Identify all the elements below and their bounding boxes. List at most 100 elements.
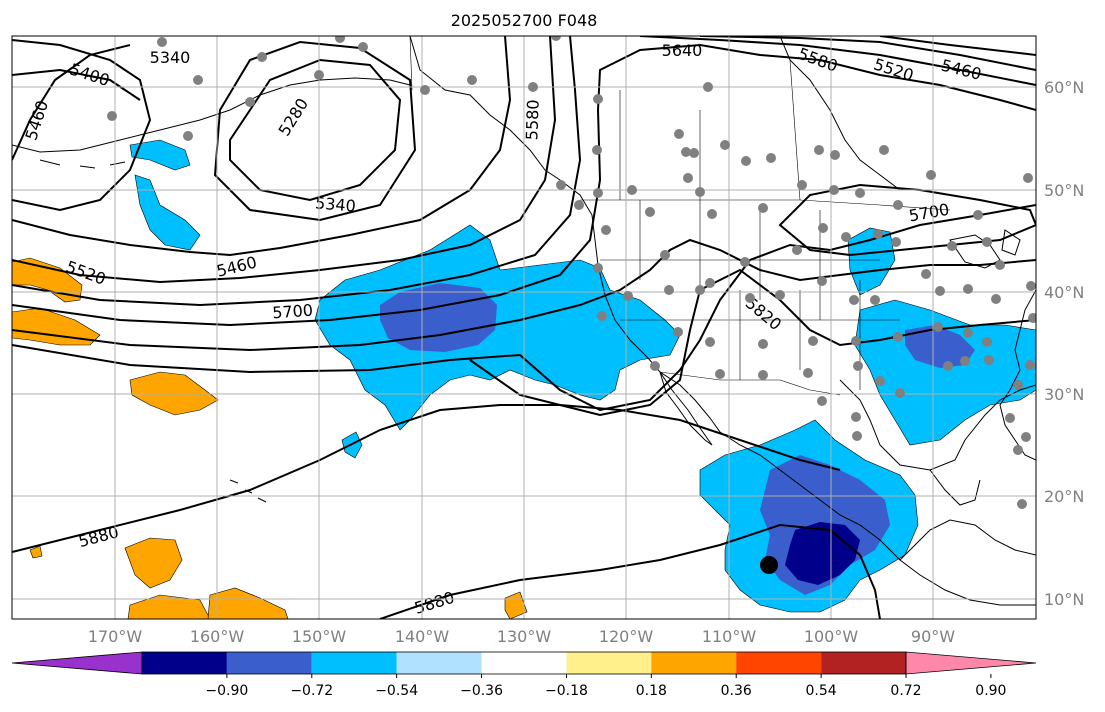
contour-label: 5580 xyxy=(522,99,542,140)
anomaly-positive-south-2 xyxy=(127,594,211,619)
station-dot xyxy=(660,250,670,260)
station-dot xyxy=(921,269,931,279)
station-dot xyxy=(650,361,660,371)
station-dot xyxy=(803,368,813,378)
station-dot xyxy=(705,337,715,347)
station-dot xyxy=(849,295,859,305)
station-dot xyxy=(597,311,607,321)
border-canada-provinces xyxy=(619,59,801,201)
lon-label: 90°W xyxy=(911,627,955,646)
station-dot xyxy=(943,361,953,371)
station-dot xyxy=(556,180,566,190)
station-dot xyxy=(664,285,674,295)
colorbar-segment xyxy=(566,652,652,674)
contour-north-east xyxy=(639,36,1036,86)
station-dot xyxy=(157,37,167,47)
contour-5880-lower xyxy=(379,523,881,619)
anomaly-positive-west-2 xyxy=(12,307,101,346)
station-dot xyxy=(245,97,255,107)
station-dot xyxy=(707,209,717,219)
height-contours xyxy=(12,36,1036,619)
plot-title: 2025052700 F048 xyxy=(451,11,598,30)
station-dot xyxy=(1005,413,1015,423)
station-dot xyxy=(758,203,768,213)
coast-east-us xyxy=(999,289,1036,461)
station-dot xyxy=(705,278,715,288)
station-dot xyxy=(817,276,827,286)
border-us-mexico xyxy=(659,371,841,396)
colorbar-segment xyxy=(396,652,482,674)
contour-5640 xyxy=(12,43,1036,327)
station-dot xyxy=(792,245,802,255)
colorbar-frame xyxy=(141,651,907,675)
border-alaska xyxy=(409,36,413,91)
lon-label: 170°W xyxy=(88,627,143,646)
station-dot xyxy=(740,257,750,267)
anomaly-southeast-us-core xyxy=(905,325,975,368)
station-dot xyxy=(963,328,973,338)
station-dot xyxy=(984,355,994,365)
station-dot xyxy=(851,336,861,346)
storm-center-marker xyxy=(760,556,778,574)
contour-label: 5700 xyxy=(272,301,314,323)
station-dot xyxy=(681,147,691,157)
contour-5700 xyxy=(12,238,1036,352)
colorbar-tick-label: −0.54 xyxy=(375,683,418,699)
station-dot xyxy=(852,431,862,441)
contour-5400-low xyxy=(213,40,417,222)
station-dot xyxy=(817,396,827,406)
colorbar-segment xyxy=(821,652,906,674)
coastlines xyxy=(12,36,1036,606)
colorbar-tick-label: 0.18 xyxy=(636,683,667,699)
colorbar-tick-label: 0.36 xyxy=(721,683,752,699)
station-dot xyxy=(528,82,538,92)
station-dot xyxy=(601,225,611,235)
gridlines xyxy=(12,36,1036,619)
station-dot xyxy=(467,75,477,85)
contour-5460-northwest xyxy=(12,44,131,161)
station-dot xyxy=(1026,281,1036,291)
station-dot xyxy=(695,187,705,197)
lon-label: 100°W xyxy=(804,627,859,646)
colorbar-tick-label: −0.72 xyxy=(290,683,333,699)
station-dot xyxy=(683,173,693,183)
lon-label: 140°W xyxy=(395,627,450,646)
contour-5460-west xyxy=(12,36,512,257)
station-dot xyxy=(935,286,945,296)
station-dot xyxy=(592,145,602,155)
border-states-3 xyxy=(739,280,861,390)
station-dot xyxy=(645,207,655,217)
station-dot xyxy=(1028,313,1036,323)
contour-north-east-3 xyxy=(879,36,1036,56)
station-dot xyxy=(830,150,840,160)
station-dot xyxy=(1023,173,1033,183)
coast-central-america xyxy=(899,519,1036,561)
coast-yucatan xyxy=(929,469,981,506)
station-dot xyxy=(814,145,824,155)
colorbar-segment xyxy=(142,652,227,674)
contour-5340-low xyxy=(229,58,402,202)
contour-5760 xyxy=(12,204,1036,412)
anomaly-positive-west-4 xyxy=(29,545,43,559)
station-dot xyxy=(745,293,755,303)
anomaly-positive-south-1 xyxy=(124,537,183,589)
station-dot xyxy=(818,223,828,233)
station-dot xyxy=(593,263,603,273)
contour-5520 xyxy=(12,36,557,284)
station-dot xyxy=(1013,380,1023,390)
contour-5880-south xyxy=(12,404,841,553)
station-dot xyxy=(855,188,865,198)
station-dots xyxy=(107,36,1036,509)
station-dot xyxy=(853,361,863,371)
station-dot xyxy=(995,260,1005,270)
station-dot xyxy=(875,376,885,386)
colorbar-extend-low xyxy=(11,651,143,675)
colorbar-tick-label: −0.36 xyxy=(460,683,503,699)
colorbar-tick-label: −0.90 xyxy=(205,683,248,699)
station-dot xyxy=(689,148,699,158)
station-dot xyxy=(703,82,713,92)
station-dot xyxy=(314,70,324,80)
anomaly-positive-south-3 xyxy=(207,587,289,619)
station-dot xyxy=(257,52,267,62)
